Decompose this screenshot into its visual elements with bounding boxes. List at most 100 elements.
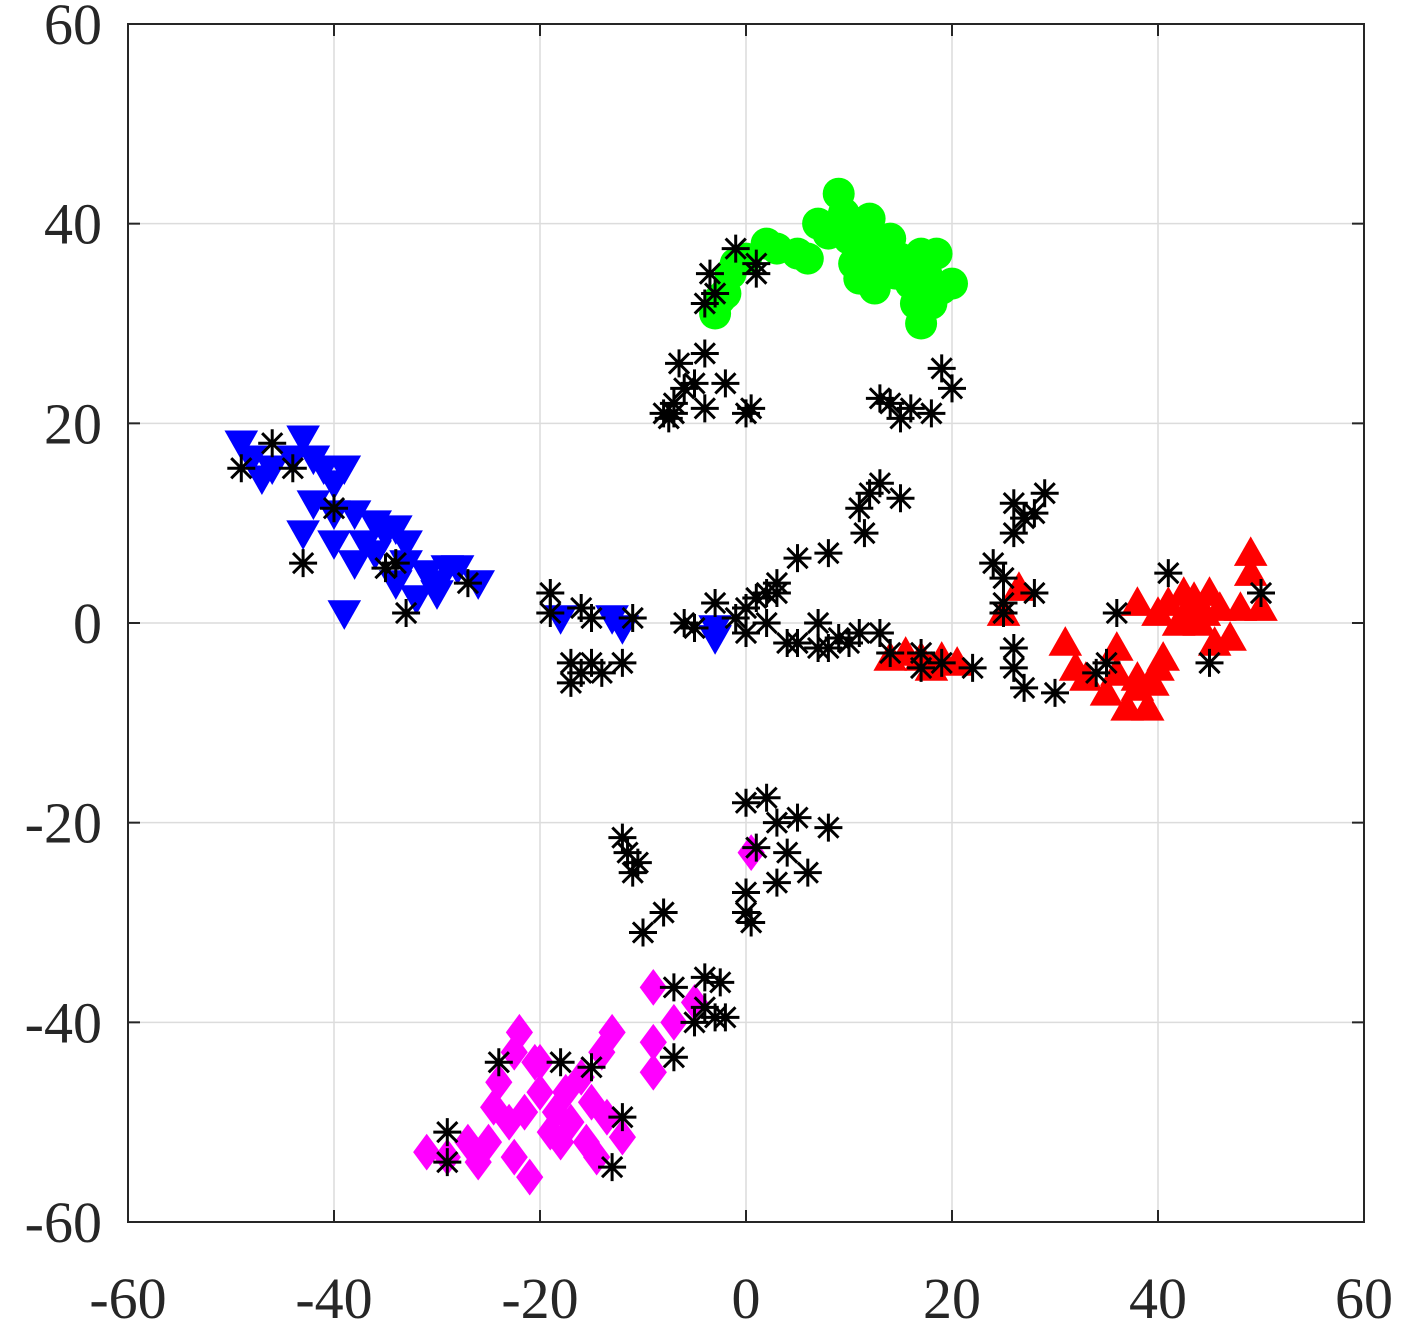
data-point-star <box>556 648 585 677</box>
data-point-diamond <box>526 1073 554 1111</box>
data-point-star <box>938 374 966 403</box>
data-point-star <box>701 279 730 308</box>
data-point-star <box>577 604 606 633</box>
data-point-diamond <box>516 1158 544 1196</box>
data-point-circle <box>920 237 953 270</box>
data-point-star <box>587 658 616 687</box>
data-point-triangle-down <box>348 530 382 560</box>
data-point-star <box>659 399 688 428</box>
data-point-triangle-up <box>1233 536 1268 566</box>
data-point-diamond <box>485 1063 513 1101</box>
data-point-star <box>623 848 652 877</box>
data-point-star <box>845 494 874 523</box>
data-point-diamond <box>500 1033 528 1071</box>
data-point-star <box>737 908 766 937</box>
data-point-star <box>989 589 1018 618</box>
data-point-triangle-up <box>1151 586 1186 616</box>
data-point-star <box>814 633 843 662</box>
data-point-star <box>1010 504 1039 533</box>
data-point-star <box>680 613 709 642</box>
data-point-triangle-down <box>461 570 495 600</box>
data-point-triangle-down <box>327 455 362 486</box>
data-point-triangle-up <box>1120 586 1155 616</box>
data-point-star <box>732 594 760 623</box>
data-point-star <box>835 628 863 657</box>
data-point-star <box>999 653 1028 682</box>
data-point-star <box>979 549 1008 578</box>
data-point-triangle-up <box>1100 631 1134 661</box>
data-point-star <box>732 788 760 817</box>
data-point-star <box>742 259 771 288</box>
data-point-triangle-down <box>327 600 362 630</box>
data-point-diamond <box>413 1133 441 1171</box>
data-point-star <box>598 1153 627 1182</box>
data-point-triangle-down <box>286 520 320 550</box>
data-point-star <box>907 653 936 682</box>
data-point-star <box>649 898 678 927</box>
x-tick-label: 0 <box>732 1266 761 1324</box>
data-point-star <box>690 993 719 1022</box>
data-point-star <box>690 394 719 423</box>
data-point-triangle-up <box>1146 641 1180 671</box>
data-point-star <box>855 479 884 508</box>
x-tick-label: -20 <box>501 1266 578 1324</box>
data-point-star <box>453 569 482 598</box>
data-point-diamond <box>660 1003 688 1041</box>
data-point-triangle-up <box>1048 626 1083 656</box>
data-point-circle <box>863 247 896 280</box>
data-point-triangle-down <box>296 490 331 520</box>
data-point-diamond <box>526 1043 554 1081</box>
data-point-star <box>721 234 750 263</box>
data-point-star <box>608 823 637 852</box>
data-point-star <box>865 384 894 413</box>
data-point-star <box>1195 648 1224 677</box>
data-point-diamond <box>474 1123 503 1161</box>
data-point-triangle-down <box>337 550 372 580</box>
data-point-star <box>556 668 585 697</box>
data-point-triangle-down <box>317 530 351 560</box>
data-point-diamond <box>495 1103 523 1141</box>
data-point-star <box>278 454 307 483</box>
data-point-star <box>732 618 760 647</box>
data-point-star <box>433 1148 462 1177</box>
data-point-star <box>1020 499 1049 528</box>
y-tick-label: -60 <box>25 1190 102 1255</box>
data-point-star <box>690 339 719 368</box>
y-tick-label: -40 <box>25 990 102 1055</box>
data-point-triangle-down <box>389 530 423 560</box>
data-point-star <box>567 594 596 623</box>
data-point-triangle-up <box>1130 691 1165 721</box>
data-point-star <box>711 369 740 398</box>
data-point-triangle-up <box>1213 621 1247 651</box>
data-point-star <box>876 638 905 667</box>
data-point-star <box>762 579 791 608</box>
x-tick-labels: -60 -40 -20 0 20 40 60 <box>89 1266 1393 1324</box>
series-triangle-up <box>873 536 1278 721</box>
data-point-star <box>1010 673 1039 702</box>
data-point-star <box>613 838 642 867</box>
data-point-star <box>258 429 287 458</box>
data-point-star <box>1020 579 1049 608</box>
data-point-star <box>227 454 256 483</box>
y-tick-label: -20 <box>25 791 102 856</box>
data-point-star <box>1102 599 1131 628</box>
data-point-triangle-up <box>1069 661 1103 691</box>
data-point-triangle-up <box>1089 676 1124 706</box>
data-point-star <box>927 648 956 677</box>
x-tick-label: 60 <box>1335 1266 1393 1324</box>
data-point-star <box>433 1118 462 1147</box>
data-point-star <box>711 1003 740 1032</box>
data-point-star <box>927 354 956 383</box>
data-point-star <box>608 648 637 677</box>
y-tick-label: 60 <box>44 0 102 57</box>
x-tick-label: -40 <box>295 1266 372 1324</box>
data-point-diamond <box>598 1013 626 1051</box>
x-tick-label: 40 <box>1129 1266 1187 1324</box>
data-point-star <box>1041 678 1069 707</box>
data-point-star <box>536 579 565 608</box>
data-point-star <box>896 394 925 423</box>
data-point-star <box>629 918 657 947</box>
y-tick-label: 0 <box>73 591 102 656</box>
data-point-star <box>1092 648 1121 677</box>
